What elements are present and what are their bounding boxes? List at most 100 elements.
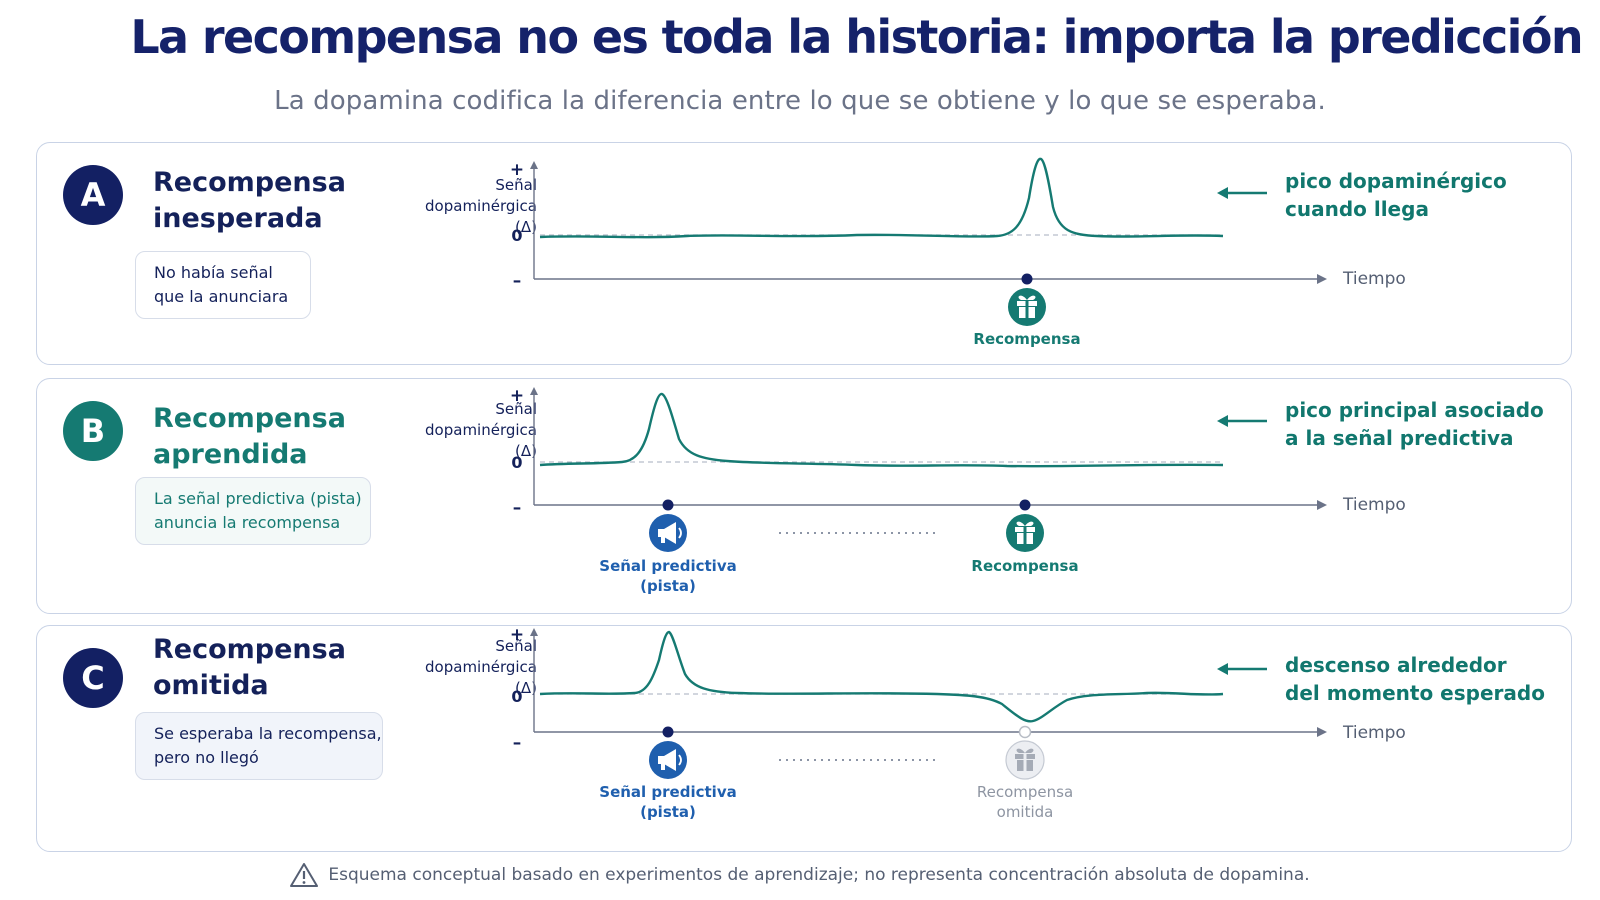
y-minus-label: –: [513, 733, 522, 753]
y-axis-label-line2: dopaminérgica: [425, 658, 537, 676]
x-axis-arrow-icon: [1317, 727, 1327, 737]
reward-time-marker: [1021, 273, 1033, 285]
panel-c-annotation: descenso alrededor del momento esperado: [1285, 651, 1545, 707]
annotation-line1: pico principal asociado: [1285, 398, 1544, 422]
panel-c-title: Recompensa omitida: [153, 632, 383, 704]
reward-time-marker: [1019, 499, 1031, 511]
gift-icon: [1006, 514, 1044, 552]
panel-omitted-reward: C Recompensa omitida Se esperaba la reco…: [36, 625, 1572, 852]
page-subtitle: La dopamina codifica la diferencia entre…: [274, 86, 1326, 116]
y-zero-label: 0: [511, 453, 522, 472]
omitted-gift-icon: [1005, 740, 1045, 780]
panel-c-note-line1: Se esperaba la recompensa,: [154, 724, 382, 743]
panel-c-chart: + 0 –: [510, 626, 1327, 780]
annotation-line2: a la señal predictiva: [1285, 426, 1514, 450]
panel-a-annotation-arrow-icon: [1217, 187, 1267, 199]
panel-c-omitted-reward-label: Recompensa omitida: [925, 782, 1125, 822]
panel-b-note-line2: anuncia la recompensa: [154, 513, 341, 532]
cue-label-line2: (pista): [640, 803, 696, 821]
y-axis-label-line3: (Δ): [515, 442, 537, 460]
reward-label-line1: Recompensa: [971, 557, 1079, 575]
y-plus-label: +: [510, 626, 524, 645]
panel-learned-reward: B Recompensa aprendida La señal predicti…: [36, 378, 1572, 614]
panel-unexpected-reward: A Recompensa inesperada No había señal q…: [36, 142, 1572, 365]
panel-b-annotation: pico principal asociado a la señal predi…: [1285, 396, 1544, 452]
panel-b-note-line1: La señal predictiva (pista): [154, 489, 362, 508]
y-plus-label: +: [510, 160, 524, 180]
footer-text: Esquema conceptual basado en experimento…: [328, 865, 1310, 885]
gift-icon: [1008, 288, 1046, 326]
panel-b-title-line2: aprendida: [153, 439, 308, 470]
panel-a-title-line1: Recompensa: [153, 167, 346, 198]
cue-label-line1: Señal predictiva: [599, 783, 737, 801]
annotation-line1: descenso alrededor: [1285, 653, 1507, 677]
cue-time-marker: [662, 499, 674, 511]
y-axis-label-line1: Señal: [495, 637, 537, 655]
panel-a-note-line1: No había señal: [154, 263, 273, 282]
omitted-label-line1: Recompensa: [976, 783, 1074, 801]
panel-c-title-line2: omitida: [153, 670, 269, 701]
panel-b-badge: B: [63, 401, 123, 461]
panel-b-note: La señal predictiva (pista) anuncia la r…: [135, 477, 371, 545]
x-axis-label: Tiempo: [1343, 269, 1406, 289]
y-axis-arrow-icon: [530, 387, 538, 395]
panel-a-title: Recompensa inesperada: [153, 165, 383, 237]
panel-b-reward-label: Recompensa: [925, 556, 1125, 576]
page-title: La recompensa no es toda la historia: im…: [130, 10, 1583, 64]
panel-b-chart: + 0 –: [510, 386, 1327, 552]
reward-label-line1: Recompensa: [973, 330, 1081, 348]
dopamine-signal-curve: [539, 630, 1224, 723]
panel-c-note: Se esperaba la recompensa, pero no llegó: [135, 712, 383, 780]
y-axis-label-line3: (Δ): [515, 679, 537, 697]
y-zero-label: 0: [511, 226, 522, 245]
y-minus-label: –: [513, 271, 522, 291]
y-axis-label-line2: dopaminérgica: [425, 421, 537, 439]
panel-c-y-axis-label: Señal dopaminérgica (Δ): [389, 636, 537, 699]
y-plus-label: +: [510, 386, 524, 406]
x-axis-label: Tiempo: [1343, 495, 1406, 515]
panel-b-title: Recompensa aprendida: [153, 401, 383, 473]
x-axis-label: Tiempo: [1343, 723, 1406, 743]
panel-a-badge: A: [63, 165, 123, 225]
panel-a-reward-label: Recompensa: [927, 329, 1127, 349]
y-axis-label-line1: Señal: [495, 176, 537, 194]
omitted-label-line2: omitida: [996, 803, 1054, 821]
panel-c-badge: C: [63, 648, 123, 708]
y-axis-arrow-icon: [530, 161, 538, 169]
annotation-line1: pico dopaminérgico: [1285, 169, 1507, 193]
panel-c-title-line1: Recompensa: [153, 634, 346, 665]
panel-a-chart: + 0 –: [510, 157, 1327, 326]
x-axis-arrow-icon: [1317, 500, 1327, 510]
panel-b-cue-label: Señal predictiva (pista): [568, 556, 768, 596]
y-axis-label-line3: (Δ): [515, 218, 537, 236]
megaphone-icon: [649, 741, 687, 779]
panel-a-title-line2: inesperada: [153, 203, 323, 234]
y-axis-arrow-icon: [530, 628, 538, 636]
warning-triangle-icon: [290, 863, 319, 887]
y-axis-label-line2: dopaminérgica: [425, 197, 537, 215]
y-axis-label-line1: Señal: [495, 400, 537, 418]
omitted-reward-time-marker: [1018, 725, 1032, 739]
panel-a-annotation: pico dopaminérgico cuando llega: [1285, 167, 1507, 223]
cue-label-line1: Señal predictiva: [599, 557, 737, 575]
annotation-line2: del momento esperado: [1285, 681, 1545, 705]
panel-b-title-line1: Recompensa: [153, 403, 346, 434]
panel-a-y-axis-label: Señal dopaminérgica (Δ): [389, 175, 537, 238]
panel-a-note-line2: que la anunciara: [154, 287, 289, 306]
y-zero-label: 0: [511, 687, 522, 706]
panel-a-note: No había señal que la anunciara: [135, 251, 311, 319]
panel-c-note-line2: pero no llegó: [154, 748, 259, 767]
dopamine-signal-curve: [539, 392, 1224, 468]
y-minus-label: –: [513, 498, 522, 518]
annotation-line2: cuando llega: [1285, 197, 1429, 221]
panel-c-cue-label: Señal predictiva (pista): [568, 782, 768, 822]
panel-b-annotation-arrow-icon: [1217, 415, 1267, 427]
cue-label-line2: (pista): [640, 577, 696, 595]
footer-note: Esquema conceptual basado en experimento…: [0, 862, 1600, 888]
dopamine-signal-curve: [539, 157, 1224, 239]
megaphone-icon: [649, 514, 687, 552]
panel-b-y-axis-label: Señal dopaminérgica (Δ): [389, 399, 537, 462]
cue-time-marker: [662, 726, 674, 738]
panel-c-annotation-arrow-icon: [1217, 663, 1267, 675]
x-axis-arrow-icon: [1317, 274, 1327, 284]
